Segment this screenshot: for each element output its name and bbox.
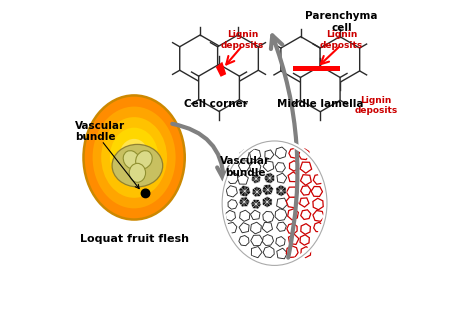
Text: Parenchyma
cell: Parenchyma cell (305, 11, 378, 33)
Polygon shape (180, 35, 220, 82)
Polygon shape (263, 161, 273, 172)
Ellipse shape (119, 139, 149, 176)
Polygon shape (263, 211, 274, 222)
Polygon shape (227, 172, 238, 184)
Polygon shape (250, 149, 261, 160)
Polygon shape (275, 209, 287, 221)
Ellipse shape (129, 163, 146, 182)
Polygon shape (311, 187, 322, 196)
Polygon shape (252, 187, 263, 197)
Text: Lignin
deposits: Lignin deposits (354, 95, 397, 115)
Polygon shape (226, 186, 237, 197)
Polygon shape (313, 198, 323, 210)
Polygon shape (276, 236, 285, 246)
Polygon shape (286, 196, 298, 208)
Ellipse shape (112, 144, 163, 187)
Polygon shape (218, 35, 258, 82)
Polygon shape (301, 186, 311, 195)
Polygon shape (225, 210, 236, 221)
Polygon shape (286, 246, 298, 257)
Text: Lignin
deposits: Lignin deposits (320, 30, 363, 50)
Polygon shape (263, 246, 274, 257)
Polygon shape (262, 184, 273, 195)
Polygon shape (289, 148, 299, 158)
Polygon shape (275, 147, 286, 159)
Polygon shape (277, 173, 287, 183)
Polygon shape (277, 198, 288, 209)
Polygon shape (286, 187, 298, 197)
Polygon shape (251, 222, 261, 234)
Polygon shape (251, 235, 263, 246)
Polygon shape (289, 234, 299, 244)
Polygon shape (301, 175, 311, 185)
Polygon shape (216, 62, 226, 77)
Polygon shape (301, 224, 310, 234)
Polygon shape (300, 235, 310, 245)
Polygon shape (277, 222, 286, 231)
Polygon shape (288, 209, 298, 220)
Polygon shape (299, 149, 310, 159)
Text: Middle lamella: Middle lamella (277, 99, 364, 109)
Polygon shape (320, 37, 360, 82)
Polygon shape (263, 196, 272, 208)
Text: Cell corner: Cell corner (184, 99, 248, 109)
Ellipse shape (123, 151, 140, 169)
Polygon shape (292, 66, 340, 71)
Polygon shape (251, 199, 261, 209)
Polygon shape (277, 248, 287, 259)
Polygon shape (240, 150, 249, 159)
Polygon shape (239, 185, 251, 197)
Text: Loquat fruit flesh: Loquat fruit flesh (80, 234, 189, 244)
Ellipse shape (83, 95, 185, 219)
Polygon shape (290, 161, 299, 171)
Polygon shape (228, 200, 237, 209)
Polygon shape (239, 210, 250, 221)
Polygon shape (281, 37, 320, 82)
Polygon shape (313, 174, 324, 184)
Polygon shape (251, 174, 261, 184)
Polygon shape (264, 173, 274, 183)
Polygon shape (226, 222, 237, 234)
Ellipse shape (101, 117, 167, 198)
Ellipse shape (136, 151, 152, 169)
Text: Vascular
bundle: Vascular bundle (75, 120, 126, 142)
Polygon shape (238, 161, 250, 171)
Polygon shape (301, 210, 311, 219)
Text: Vascular
bundle: Vascular bundle (220, 156, 270, 178)
Polygon shape (239, 197, 250, 207)
Polygon shape (250, 210, 260, 219)
Polygon shape (301, 247, 311, 257)
Circle shape (141, 189, 150, 198)
Text: Lignin
deposits: Lignin deposits (221, 30, 264, 50)
Polygon shape (300, 198, 309, 207)
Polygon shape (288, 172, 298, 182)
Polygon shape (313, 211, 324, 221)
Polygon shape (300, 162, 311, 173)
Polygon shape (276, 185, 286, 196)
Polygon shape (239, 223, 249, 233)
Polygon shape (239, 236, 249, 246)
Ellipse shape (92, 107, 176, 208)
Polygon shape (199, 64, 239, 112)
Polygon shape (251, 247, 262, 258)
Ellipse shape (110, 128, 158, 187)
Polygon shape (287, 223, 297, 234)
Polygon shape (275, 163, 285, 172)
Polygon shape (265, 150, 274, 159)
Polygon shape (249, 162, 261, 173)
Polygon shape (263, 235, 273, 245)
Polygon shape (301, 66, 340, 112)
Polygon shape (262, 222, 273, 233)
Polygon shape (237, 174, 248, 184)
Polygon shape (314, 222, 323, 232)
